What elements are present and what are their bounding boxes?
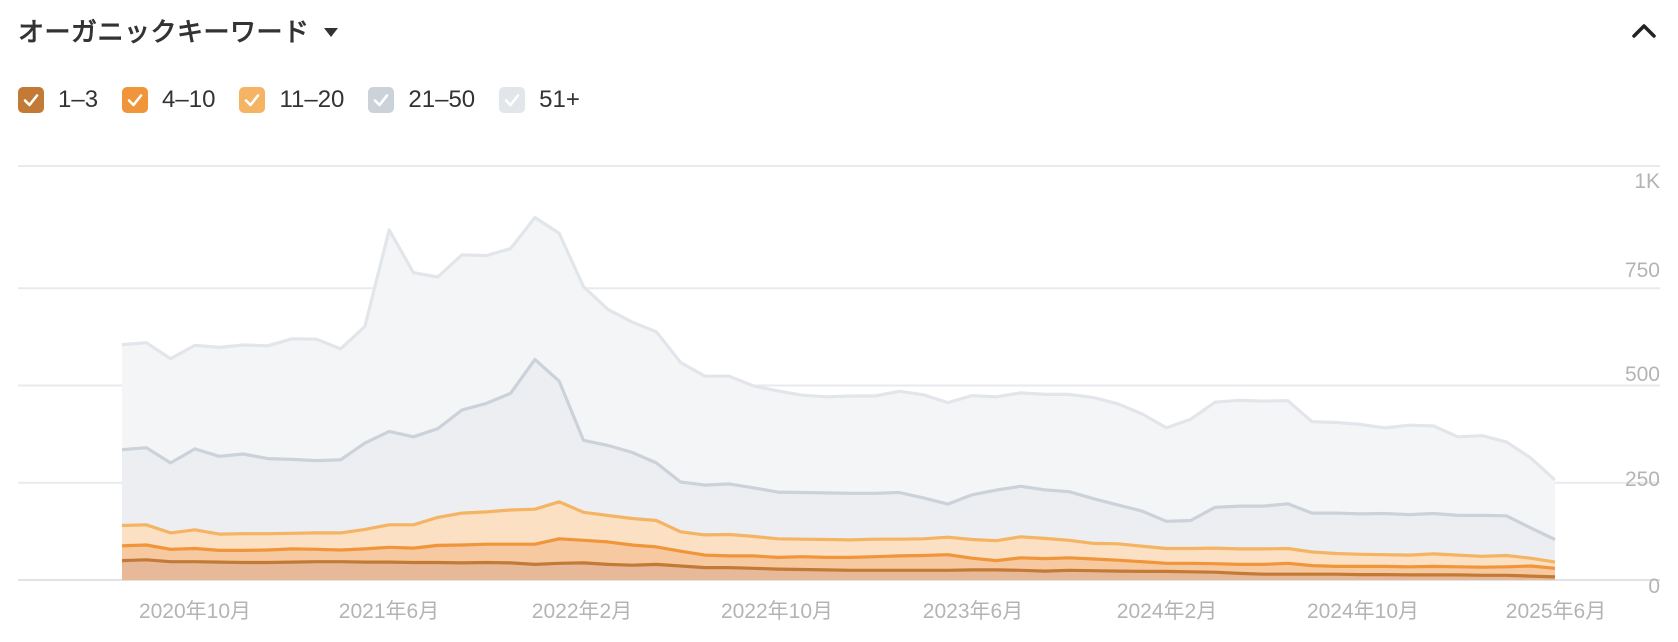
series-line-11–20 <box>121 500 1556 564</box>
chevron-up-icon[interactable] <box>1630 18 1658 42</box>
x-tick-label: 2022年2月 <box>532 600 632 623</box>
check-icon <box>127 94 143 107</box>
legend-label: 21–50 <box>408 86 476 113</box>
legend-item-4-10[interactable]: 4–10 <box>122 86 215 114</box>
legend-label: 51+ <box>539 86 580 113</box>
x-tick-label: 2022年10月 <box>721 600 833 623</box>
chart-header: オーガニックキーワード <box>18 10 338 50</box>
series-line-21–50 <box>121 357 1556 541</box>
check-icon <box>374 94 389 107</box>
x-tick-label: 2020年10月 <box>139 600 251 623</box>
x-tick-label: 2021年6月 <box>339 600 439 623</box>
checkbox-21-50[interactable] <box>368 87 395 113</box>
checkbox-4-10[interactable] <box>122 87 149 113</box>
series-line-51+ <box>121 215 1557 482</box>
legend-label: 1–3 <box>58 86 99 113</box>
checkbox-1-3[interactable] <box>18 87 44 113</box>
x-tick-label: 2024年10月 <box>1307 600 1419 623</box>
legend-item-51-plus[interactable]: 51+ <box>499 86 580 114</box>
y-tick-label: 500 <box>1625 363 1660 386</box>
x-tick-label: 2023年6月 <box>923 600 1023 623</box>
chart-title: オーガニックキーワード <box>18 17 310 48</box>
y-tick-label: 750 <box>1625 259 1660 282</box>
legend-item-1-3[interactable]: 1–3 <box>18 86 98 114</box>
checkbox-51-plus[interactable] <box>499 87 526 113</box>
x-axis: 2020年10月 2021年6月 2022年2月 2022年10月 2023年6月 202… <box>139 600 1606 623</box>
legend-label: 4–10 <box>162 86 216 113</box>
x-tick-label: 2024年2月 <box>1117 600 1217 623</box>
check-icon <box>504 94 520 107</box>
keywords-area-chart: 0 250 500 750 1K 2020年10月 2021年6月 2022年2月 2022年… <box>18 165 1660 623</box>
check-icon <box>245 94 260 107</box>
legend-label: 11–20 <box>279 86 345 113</box>
series-line-4–10 <box>121 537 1556 570</box>
y-axis: 0 250 500 750 1K <box>1625 170 1660 598</box>
stacked-areas <box>121 215 1557 580</box>
y-tick-label: 0 <box>1648 575 1660 598</box>
y-tick-label: 250 <box>1625 468 1660 491</box>
check-icon <box>23 94 39 107</box>
chart-legend: 1–3 4–10 11–20 21–50 51+ <box>18 86 604 114</box>
y-tick-label: 1K <box>1634 170 1660 193</box>
series-line-1–3 <box>121 558 1556 579</box>
x-tick-label: 2025年6月 <box>1506 600 1606 623</box>
area-1–3 <box>122 559 1555 580</box>
checkbox-11-20[interactable] <box>239 87 266 113</box>
caret-down-icon[interactable] <box>323 27 338 37</box>
legend-item-21-50[interactable]: 21–50 <box>368 86 475 114</box>
legend-item-11-20[interactable]: 11–20 <box>239 86 344 114</box>
